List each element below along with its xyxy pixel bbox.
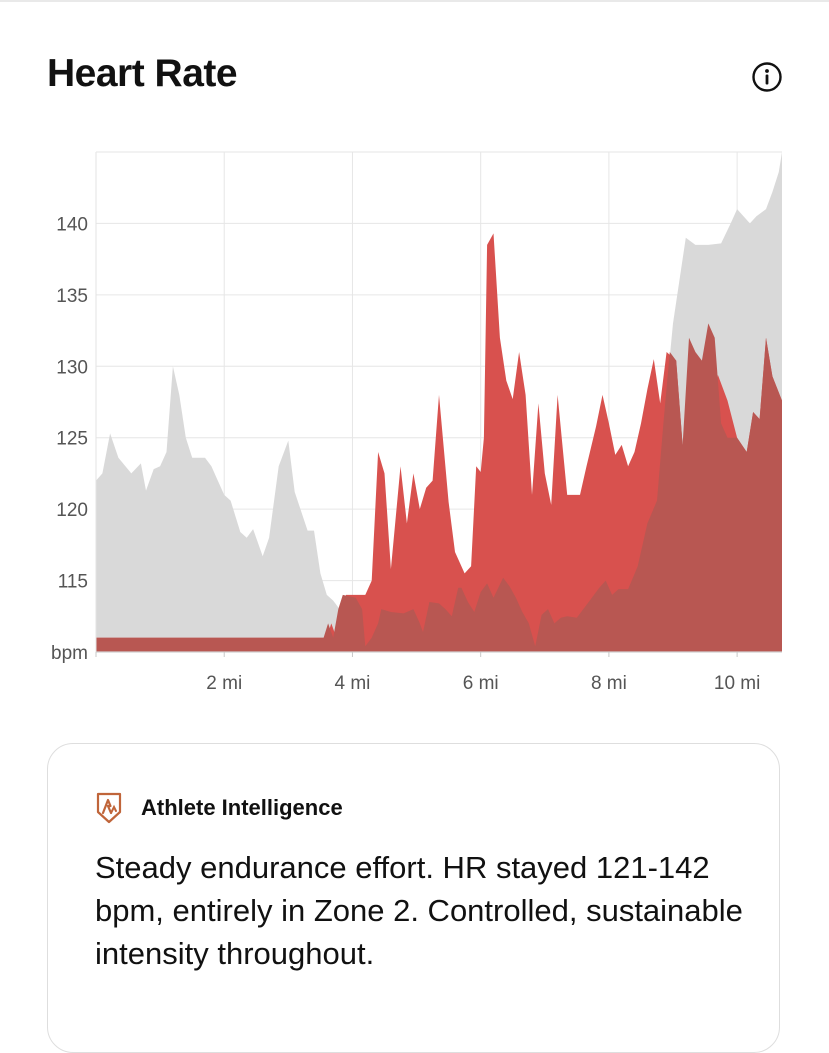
y-tick-label: 115 — [58, 572, 88, 593]
info-icon[interactable] — [751, 61, 783, 93]
card-title: Athlete Intelligence — [141, 795, 343, 820]
page-title: Heart Rate — [47, 52, 238, 95]
hr-area-series-2 — [96, 233, 782, 652]
x-tick-label: 2 mi — [206, 673, 242, 694]
insight-text: Steady endurance effort. HR stayed 121-1… — [95, 850, 743, 971]
athlete-intelligence-icon — [95, 792, 123, 824]
card-header: Athlete Intelligence — [95, 792, 343, 824]
x-tick-label: 4 mi — [334, 673, 370, 694]
y-tick-label: 135 — [56, 286, 88, 307]
y-tick-label: 125 — [56, 429, 88, 450]
hr-area-series-3 — [96, 323, 782, 652]
athlete-intelligence-card: Athlete Intelligence Steady endurance ef… — [47, 743, 780, 1053]
y-tick-label: 120 — [56, 500, 88, 521]
x-tick-label: 6 mi — [463, 673, 499, 694]
y-tick-label: 140 — [56, 214, 88, 235]
heart-rate-chart: bpm 115 120 125 130 135 140 2 mi 4 mi 6 mi 8 mi 10 … — [51, 151, 782, 694]
y-tick-label: 130 — [56, 357, 88, 378]
x-tick-label: 10 mi — [714, 673, 760, 694]
x-tick-label: 8 mi — [591, 673, 627, 694]
top-divider — [0, 0, 829, 2]
y-tick-label: bpm — [51, 643, 88, 664]
